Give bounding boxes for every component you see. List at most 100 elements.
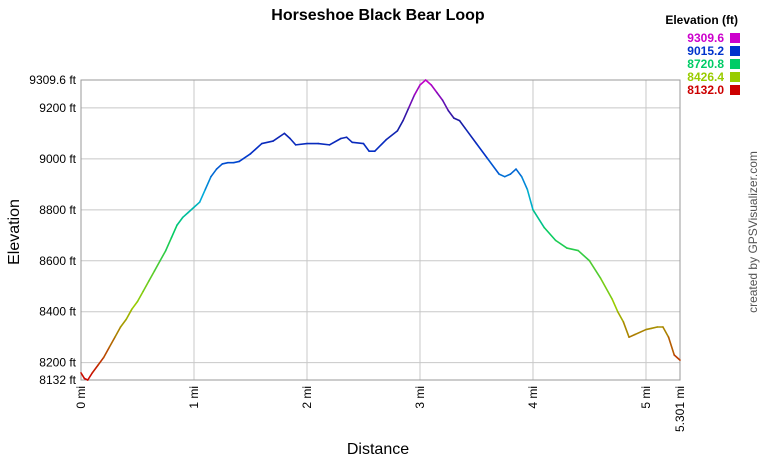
elevation-line-segment <box>294 142 308 146</box>
elevation-line-segment <box>193 201 201 209</box>
elevation-line-segment <box>125 308 133 321</box>
elevation-line-segment <box>402 107 410 122</box>
legend-value: 8720.8 <box>687 57 724 71</box>
x-tick-label: 2 mi <box>300 386 314 409</box>
elevation-line-segment <box>147 270 156 282</box>
elevation-line-segment <box>673 354 681 361</box>
elevation-line-segment <box>215 163 224 170</box>
elevation-line-segment <box>80 372 86 380</box>
elevation-line-segment <box>204 175 212 191</box>
y-tick-label: 8200 ft <box>39 356 76 370</box>
elevation-line-segment <box>351 141 365 145</box>
elevation-line-segment <box>424 79 433 86</box>
elevation-line-segment <box>396 119 404 132</box>
elevation-line-segment <box>176 216 184 226</box>
elevation-line-segment <box>407 94 416 109</box>
legend-swatch <box>730 33 740 43</box>
elevation-series <box>80 79 681 381</box>
elevation-line-segment <box>447 109 455 119</box>
legend-title: Elevation (ft) <box>665 13 738 27</box>
credit-text: created by GPSVisualizer.com <box>746 151 760 313</box>
plot-area-frame <box>80 79 681 381</box>
elevation-line-segment <box>486 158 500 175</box>
elevation-line-segment <box>170 224 178 239</box>
legend-swatch <box>730 85 740 95</box>
elevation-line-segment <box>458 119 466 130</box>
chart-title: Horseshoe Black Bear Loop <box>271 7 485 24</box>
elevation-line-segment <box>114 326 122 339</box>
x-tick-label: 3 mi <box>413 386 427 409</box>
elevation-line-segment <box>164 237 173 252</box>
elevation-line-segment <box>520 175 529 191</box>
elevation-line-segment <box>566 247 579 252</box>
elevation-line-segment <box>628 333 636 339</box>
x-axis-ticks: 0 mi 1 mi 2 mi 3 mi 4 mi 5 mi 5.301 mi <box>74 386 687 432</box>
elevation-line-segment <box>136 290 144 303</box>
elevation-line-segment <box>453 117 461 122</box>
y-tick-label: 8132 ft <box>39 373 76 387</box>
elevation-line-segment <box>131 300 139 310</box>
elevation-line-segment <box>159 249 167 262</box>
legend-swatch <box>730 59 740 69</box>
y-axis-label: Elevation <box>6 199 23 265</box>
elevation-line-segment <box>108 336 116 349</box>
elevation-line-segment <box>503 173 512 178</box>
elevation-line-segment <box>317 142 331 146</box>
elevation-line-segment <box>181 211 190 219</box>
elevation-line-segment <box>441 99 450 112</box>
elevation-line-segment <box>650 326 659 330</box>
elevation-line-segment <box>385 130 399 141</box>
elevation-line-segment <box>662 326 670 339</box>
legend-value: 9309.6 <box>687 31 724 45</box>
legend-value: 8426.4 <box>687 70 724 84</box>
elevation-line-segment <box>498 173 506 178</box>
elevation-line-segment <box>119 318 127 328</box>
elevation-line-segment <box>509 168 517 175</box>
x-tick-label: 5 mi <box>639 386 653 409</box>
elevation-line-segment <box>599 277 613 300</box>
elevation-line-segment <box>645 327 653 331</box>
x-tick-label: 4 mi <box>526 386 540 409</box>
elevation-line-segment <box>475 142 489 160</box>
x-tick-label: 5.301 mi <box>673 386 687 432</box>
elevation-line-segment <box>532 209 546 229</box>
elevation-line-segment <box>588 259 602 280</box>
elevation-line-segment <box>345 136 353 144</box>
elevation-line-segment <box>430 84 438 94</box>
elevation-line-segment <box>97 356 105 367</box>
elevation-line-segment <box>362 142 370 153</box>
elevation-line-segment <box>232 160 240 164</box>
legend-swatch <box>730 72 740 82</box>
elevation-line-segment <box>86 372 94 381</box>
elevation-line-segment <box>210 168 218 178</box>
elevation-line-segment <box>198 188 207 203</box>
y-axis-ticks: 8132 ft 8200 ft 8400 ft 8600 ft 8800 ft 9000 … <box>29 73 76 387</box>
elevation-line-segment <box>413 84 421 96</box>
y-tick-label: 9200 ft <box>39 101 76 115</box>
y-tick-label: 9309.6 ft <box>29 73 76 87</box>
elevation-line-segment <box>611 298 619 313</box>
y-tick-label: 8600 ft <box>39 254 76 268</box>
y-tick-label: 9000 ft <box>39 152 76 166</box>
elevation-line-segment <box>272 132 286 142</box>
elevation-line-segment <box>667 336 676 356</box>
elevation-line-segment <box>221 161 229 165</box>
legend-value: 8132.0 <box>687 83 724 97</box>
elevation-line-segment <box>91 364 99 374</box>
elevation-line-segment <box>340 136 348 140</box>
elevation-line-segment <box>543 226 557 242</box>
y-tick-label: 8400 ft <box>39 305 76 319</box>
elevation-line-segment <box>373 138 387 153</box>
elevation-line-segment <box>515 168 523 178</box>
elevation-line-segment <box>289 137 297 146</box>
elevation-line-segment <box>249 142 263 155</box>
y-tick-label: 8800 ft <box>39 203 76 217</box>
elevation-line-segment <box>142 280 150 293</box>
elevation-line-segment <box>238 152 252 163</box>
elevation-line-segment <box>436 91 444 102</box>
x-tick-label: 0 mi <box>74 386 88 409</box>
legend-value: 9015.2 <box>687 44 724 58</box>
elevation-line-segment <box>419 79 427 86</box>
elevation-line-segment <box>153 259 161 272</box>
